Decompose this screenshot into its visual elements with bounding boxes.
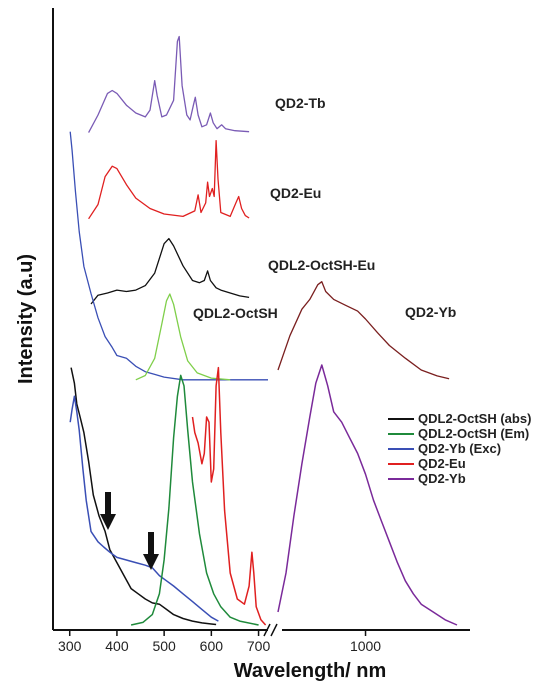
x-ticks: 300 400 500 600 700 1000 bbox=[58, 630, 381, 654]
series-lower-eu bbox=[191, 366, 267, 626]
x-tick-label-400: 400 bbox=[105, 638, 129, 654]
axis-break-mark-1 bbox=[263, 623, 271, 637]
x-tick-label-1000: 1000 bbox=[350, 638, 381, 654]
arrow-annotation-475 bbox=[143, 532, 159, 570]
series-upper-yb_upper bbox=[277, 281, 450, 380]
y-axis-title: Intensity (a.u) bbox=[15, 254, 37, 384]
legend-label-4: QD2-Yb bbox=[418, 471, 466, 486]
series-upper-octsh_abs_upper bbox=[69, 131, 268, 381]
lower-spectra bbox=[69, 364, 458, 626]
label-qd2-tb: QD2-Tb bbox=[275, 95, 326, 111]
series-upper-tb bbox=[88, 35, 250, 133]
legend-label-2: QD2-Yb (Exc) bbox=[418, 441, 501, 456]
legend: QDL2-OctSH (abs)QDL2-OctSH (Em)QD2-Yb (E… bbox=[388, 411, 531, 486]
x-axis-title: Wavelength/ nm bbox=[234, 660, 387, 682]
series-lower-em bbox=[130, 374, 259, 626]
x-tick-label-500: 500 bbox=[152, 638, 176, 654]
legend-label-1: QDL2-OctSH (Em) bbox=[418, 426, 529, 441]
label-qdl2-octsh-eu: QDL2-OctSH-Eu bbox=[268, 257, 375, 273]
label-qd2-eu: QD2-Eu bbox=[270, 185, 321, 201]
legend-label-0: QDL2-OctSH (abs) bbox=[418, 411, 531, 426]
series-upper-eu_upper bbox=[88, 140, 250, 220]
arrow-annotation-385 bbox=[100, 492, 116, 530]
x-tick-label-300: 300 bbox=[58, 638, 82, 654]
series-lower-exc bbox=[69, 395, 219, 622]
x-tick-label-700: 700 bbox=[247, 638, 271, 654]
x-tick-label-600: 600 bbox=[200, 638, 224, 654]
label-qd2-yb-upper: QD2-Yb bbox=[405, 304, 456, 320]
series-lower-abs bbox=[70, 367, 217, 626]
series-lower-yb bbox=[277, 364, 458, 626]
upper-spectra bbox=[69, 35, 450, 381]
axis-break-mark-2 bbox=[270, 623, 278, 637]
label-qdl2-octsh: QDL2-OctSH bbox=[193, 305, 278, 321]
series-upper-octsh_eu bbox=[90, 237, 250, 305]
series-upper-octsh_em_upper bbox=[135, 293, 231, 381]
legend-label-3: QD2-Eu bbox=[418, 456, 466, 471]
